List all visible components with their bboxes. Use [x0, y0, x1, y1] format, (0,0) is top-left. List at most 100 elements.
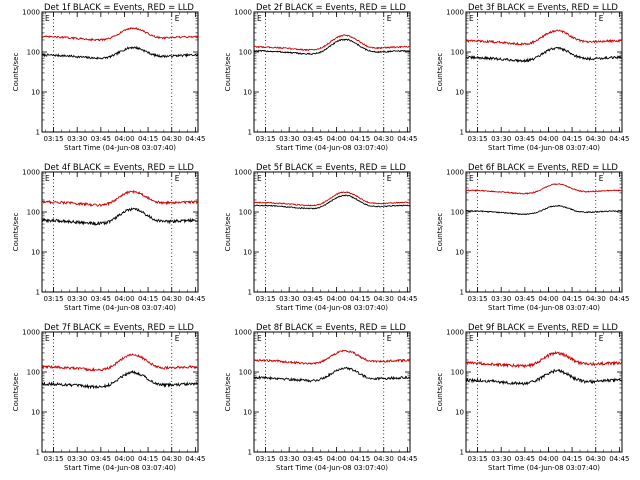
plot-frame — [41, 331, 199, 453]
y-tick-label: 1000 — [22, 329, 40, 337]
detector-panel: Det 3f BLACK = Events, RED = LLD 1 10 100 10… — [436, 3, 629, 152]
panel-title: Det 1f BLACK = Events, RED = LLD — [44, 3, 194, 13]
panel-title: Det 8f BLACK = Events, RED = LLD — [256, 323, 406, 333]
y-tick-label: 1 — [36, 449, 40, 457]
x-tick-label: 04:45 — [185, 455, 205, 463]
marker-label: E — [387, 14, 392, 23]
x-tick-label: 04:15 — [350, 135, 370, 143]
x-tick-label: 04:00 — [114, 135, 134, 143]
x-axis-label: Start Time (04-Jun-08 03:07:40) — [276, 304, 388, 312]
x-tick-label: 03:30 — [279, 135, 299, 143]
y-tick-label: 1000 — [446, 169, 464, 177]
detector-panel: Det 4f BLACK = Events, RED = LLD 1 10 100 10… — [12, 163, 205, 312]
y-tick-label: 100 — [27, 209, 40, 217]
x-axis-label: Start Time (04-Jun-08 03:07:40) — [276, 464, 388, 472]
events-series-line — [41, 369, 198, 390]
marker-label: E — [175, 174, 180, 183]
detector-panel: Det 8f BLACK = Events, RED = LLD 1 10 100 10… — [224, 323, 417, 472]
x-tick-label: 03:30 — [67, 295, 87, 303]
plot-frame — [465, 11, 623, 133]
x-tick-label: 03:45 — [303, 295, 323, 303]
y-tick-label: 100 — [451, 49, 464, 57]
x-tick-label: 03:15 — [467, 135, 487, 143]
x-tick-label: 04:15 — [350, 455, 370, 463]
y-tick-label: 10 — [455, 89, 464, 97]
marker-label: E — [45, 334, 50, 343]
marker-label: E — [257, 14, 262, 23]
x-tick-label: 03:30 — [67, 135, 87, 143]
x-tick-label: 04:30 — [374, 295, 394, 303]
panel-title: Det 2f BLACK = Events, RED = LLD — [256, 3, 406, 13]
y-tick-label: 1000 — [234, 329, 252, 337]
y-tick-label: 10 — [31, 249, 40, 257]
events-series-line — [465, 368, 623, 386]
x-tick-label: 04:30 — [586, 135, 606, 143]
x-tick-label: 04:15 — [350, 295, 370, 303]
x-tick-label: 04:00 — [326, 455, 346, 463]
marker-label: E — [469, 174, 474, 183]
detector-panel: Det 9f BLACK = Events, RED = LLD 1 10 100 10… — [436, 323, 629, 472]
y-tick-label: 10 — [243, 409, 252, 417]
y-axis-label: Counts/sec — [436, 373, 444, 412]
y-tick-label: 1 — [460, 449, 464, 457]
x-axis-label: Start Time (04-Jun-08 03:07:40) — [488, 464, 600, 472]
lld-series-line — [253, 349, 411, 365]
marker-label: E — [599, 14, 604, 23]
plot-frame — [253, 331, 411, 453]
x-tick-label: 04:45 — [397, 455, 417, 463]
x-tick-label: 04:30 — [162, 135, 182, 143]
x-tick-label: 03:45 — [91, 295, 111, 303]
x-tick-label: 04:45 — [609, 135, 629, 143]
y-axis-label: Counts/sec — [436, 213, 444, 252]
detector-panel: Det 6f BLACK = Events, RED = LLD 1 10 100 10… — [436, 163, 629, 312]
x-tick-label: 04:30 — [586, 295, 606, 303]
plot-frame — [41, 171, 199, 293]
x-tick-label: 04:15 — [562, 135, 582, 143]
marker-label: E — [387, 174, 392, 183]
panel-title: Det 9f BLACK = Events, RED = LLD — [468, 323, 618, 333]
x-tick-label: 03:45 — [515, 295, 535, 303]
x-tick-label: 04:45 — [397, 135, 417, 143]
x-tick-label: 04:30 — [374, 455, 394, 463]
x-tick-label: 03:30 — [279, 455, 299, 463]
marker-label: E — [175, 334, 180, 343]
panel-title: Det 6f BLACK = Events, RED = LLD — [468, 163, 618, 173]
y-tick-label: 100 — [27, 49, 40, 57]
y-tick-label: 1 — [248, 289, 252, 297]
x-tick-label: 04:15 — [138, 455, 158, 463]
plot-frame — [41, 11, 199, 133]
y-axis-label: Counts/sec — [436, 53, 444, 92]
y-tick-label: 1 — [36, 129, 40, 137]
x-tick-label: 04:15 — [562, 455, 582, 463]
detector-panel: Det 7f BLACK = Events, RED = LLD 1 10 100 10… — [12, 323, 205, 472]
x-tick-label: 03:45 — [303, 135, 323, 143]
lld-series-line — [41, 26, 199, 42]
x-tick-label: 04:00 — [114, 455, 134, 463]
marker-label: E — [387, 334, 392, 343]
lld-series-line — [465, 350, 623, 369]
x-axis-label: Start Time (04-Jun-08 03:07:40) — [276, 144, 388, 152]
y-tick-label: 10 — [31, 409, 40, 417]
marker-label: E — [599, 174, 604, 183]
detector-panel: Det 2f BLACK = Events, RED = LLD 1 10 100 10… — [224, 3, 417, 152]
lld-series-line — [41, 353, 199, 372]
plot-frame — [253, 171, 411, 293]
events-series-line — [254, 366, 411, 383]
x-tick-label: 04:45 — [609, 295, 629, 303]
y-tick-label: 1 — [460, 289, 464, 297]
x-tick-label: 03:15 — [43, 295, 63, 303]
x-tick-label: 03:45 — [91, 135, 111, 143]
detector-panel: Det 5f BLACK = Events, RED = LLD 1 10 100 10… — [224, 163, 417, 312]
x-axis-label: Start Time (04-Jun-08 03:07:40) — [488, 304, 600, 312]
events-series-line — [253, 38, 411, 56]
panel-title: Det 3f BLACK = Events, RED = LLD — [468, 3, 618, 13]
panel-title: Det 5f BLACK = Events, RED = LLD — [256, 163, 406, 173]
detector-panel: Det 1f BLACK = Events, RED = LLD 1 10 100 10… — [12, 3, 205, 152]
y-axis-label: Counts/sec — [12, 53, 20, 92]
x-tick-label: 04:15 — [562, 295, 582, 303]
marker-label: E — [469, 14, 474, 23]
x-tick-label: 04:00 — [114, 295, 134, 303]
x-tick-label: 04:00 — [326, 135, 346, 143]
x-tick-label: 03:30 — [491, 455, 511, 463]
